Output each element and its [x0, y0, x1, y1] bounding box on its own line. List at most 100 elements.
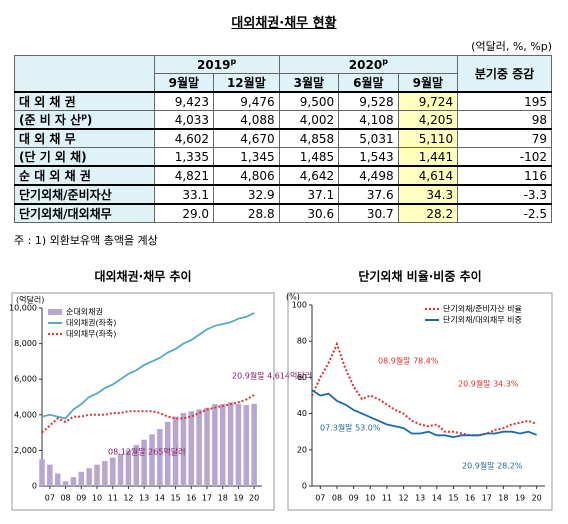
x-tick-label: 10	[365, 494, 375, 503]
x-tick-label: 12	[398, 494, 408, 503]
cell: 79	[457, 128, 552, 148]
bar	[188, 411, 195, 486]
chart-title: 단기외채 비율·비중 추이	[358, 269, 481, 284]
x-tick-label: 15	[448, 494, 458, 503]
y-tick-label: 10,000	[9, 304, 37, 313]
x-tick-label: 20	[532, 494, 542, 503]
x-tick-label: 17	[482, 494, 492, 503]
y-tick-label: 2,000	[14, 446, 37, 455]
cell: 5,110	[397, 128, 459, 148]
y-axis-label: (억달러)	[16, 295, 44, 305]
x-tick-label: 11	[382, 494, 392, 503]
label: 단기외채/대외채무	[19, 207, 112, 221]
bar	[78, 471, 85, 486]
column-header: 12월말	[213, 73, 280, 93]
cell: 1,543	[338, 147, 399, 167]
y-tick-label: 4,000	[14, 410, 37, 419]
label: 단기외채/준비자산	[19, 188, 112, 202]
bar	[39, 459, 45, 486]
annotation: 08.12월말 265억달러	[108, 447, 186, 457]
cell: 9,423	[153, 91, 215, 111]
bar	[117, 453, 124, 486]
column-header: 3월말	[278, 73, 340, 93]
column-header: 6월말	[338, 73, 399, 93]
legend-label: 순대외채권	[66, 307, 103, 317]
x-tick-label: 09	[349, 494, 359, 503]
x-tick-label: 13	[415, 494, 425, 503]
bar	[94, 464, 100, 486]
y-tick-label: 40	[297, 409, 307, 418]
label: (단 기 외 채)	[19, 150, 87, 164]
bar	[235, 404, 242, 486]
x-tick-label: 16	[186, 494, 196, 503]
x-tick-label: 07	[315, 494, 325, 503]
annotation: 20.9월말 4,614억달러	[232, 371, 312, 381]
bar	[180, 413, 187, 486]
x-tick-label: 08	[332, 494, 342, 503]
cell: 4,858	[278, 128, 340, 148]
series-line	[41, 394, 255, 434]
bar	[227, 402, 234, 486]
label: (준 비 자 산	[19, 113, 82, 127]
x-tick-label: 14	[155, 494, 165, 503]
x-tick-label: 08	[60, 494, 70, 503]
cell: 4,002	[278, 110, 340, 130]
x-tick-label: 15	[170, 494, 180, 503]
x-tick-label: 13	[139, 494, 149, 503]
row: 단기외채/대외채무 29.0 28.8 30.6 30.7 28.2 -2.5	[14, 203, 552, 223]
annotation: 08.9월말 78.4%	[378, 356, 439, 366]
x-tick-label: 18	[498, 494, 508, 503]
bar	[141, 439, 147, 486]
column-header: 9월말	[397, 73, 459, 93]
year-sup: p	[382, 57, 388, 66]
header-row: 9월말 12월말 3월말 6월말 9월말	[15, 73, 552, 93]
legend-label: 단기외채/준비자산 비율	[443, 304, 522, 314]
x-tick-label: 07	[45, 494, 55, 503]
cell: 28.8	[213, 203, 280, 223]
x-tick-label: 19	[233, 494, 243, 503]
label: 대 외 채 무	[19, 132, 76, 146]
row-label: 대 외 채 무	[14, 128, 155, 148]
cell: 4,821	[153, 165, 215, 186]
chart-title: 대외채권·채무 추이	[94, 269, 191, 284]
header-row: 2019p 2020p 분기중 증감	[14, 55, 552, 93]
bar	[157, 429, 163, 486]
cell: 98	[457, 110, 552, 130]
legend-label: 대외채무(좌축)	[66, 329, 116, 339]
bar	[243, 405, 250, 486]
year-header: 2020p	[278, 55, 459, 74]
row: 대 외 채 권 9,423 9,476 9,500 9,528 9,724 195	[14, 91, 552, 111]
bar	[172, 416, 179, 486]
bar	[164, 421, 171, 486]
row-label: 단기외채/대외채무	[14, 203, 155, 223]
label: 대 외 채 권	[19, 95, 76, 109]
cell: 33.1	[153, 184, 215, 205]
annotation: 20.9월말 34.3%	[458, 379, 519, 389]
cell: 4,602	[153, 128, 215, 148]
change-header: 분기중 증감	[457, 55, 552, 93]
bar	[62, 481, 69, 486]
annotation: 20.9월말 28.2%	[462, 461, 523, 471]
label: 순 대 외 채 권	[19, 169, 91, 183]
cell: 4,670	[213, 128, 280, 148]
bar	[86, 468, 92, 486]
label-sup: p	[81, 112, 87, 121]
year: 2020	[348, 58, 383, 72]
cell: 1,441	[397, 147, 459, 167]
x-tick-label: 16	[465, 494, 475, 503]
y-tick-label: 6,000	[14, 375, 37, 384]
bar	[133, 445, 140, 486]
cell: -2.5	[457, 203, 552, 223]
row: 순 대 외 채 권 4,821 4,806 4,642 4,498 4,614 116	[14, 165, 552, 186]
bar	[212, 404, 218, 486]
bar	[109, 457, 116, 486]
bar	[125, 450, 132, 486]
series-line	[311, 389, 538, 439]
cell: 28.2	[397, 203, 459, 223]
row: 대 외 채 무 4,602 4,670 4,858 5,031 5,110 79	[14, 128, 552, 148]
row-label: 순 대 외 채 권	[14, 165, 155, 186]
bar	[196, 409, 202, 486]
y-tick-label: 80	[297, 337, 307, 346]
